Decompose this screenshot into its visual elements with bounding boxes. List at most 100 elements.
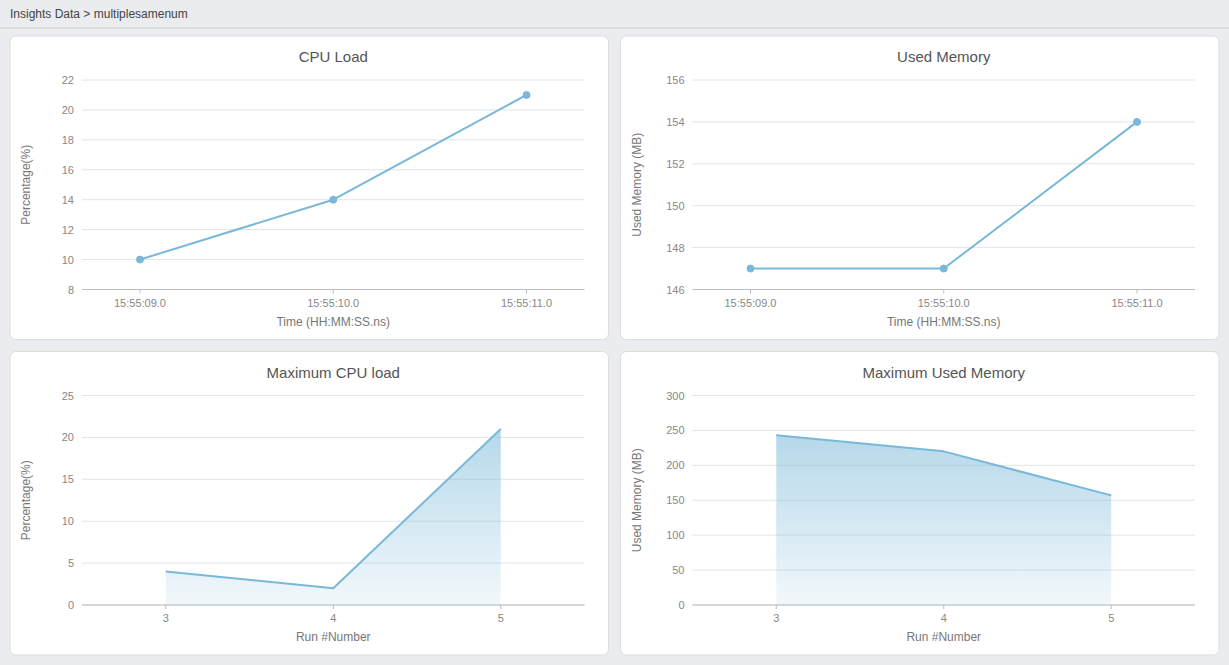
y-tick-label: 200 — [666, 459, 684, 471]
area-fill — [776, 435, 1111, 605]
panel-background — [621, 36, 1220, 340]
y-tick-label: 0 — [68, 599, 74, 611]
y-tick-label: 150 — [666, 494, 684, 506]
y-tick-label: 25 — [62, 390, 74, 402]
panel: Maximum Used Memory050100150200250300345… — [621, 352, 1220, 656]
x-tick-label: 15:55:10.0 — [307, 297, 359, 309]
panel: CPU Load 8 10 12 14 16 18 20 22 15:55:09.0 15:55:1… — [10, 36, 609, 340]
chart-root: Insights Data > multiplesamenum CPU Load 8… — [0, 0, 1229, 665]
x-tick — [333, 290, 334, 294]
x-tick-label: 5 — [1108, 612, 1114, 624]
x-axis-label: Run #Number — [296, 630, 371, 644]
chart-title: CPU Load — [299, 48, 368, 65]
y-tick-label: 148 — [666, 242, 684, 254]
y-tick-label: 300 — [666, 390, 684, 402]
panel-background — [621, 352, 1220, 656]
y-tick-label: 15 — [62, 473, 74, 485]
y-tick-label: 12 — [62, 224, 74, 236]
y-tick-label: 22 — [62, 74, 74, 86]
grid-line — [82, 109, 585, 110]
x-tick-label: 15:55:09.0 — [114, 297, 166, 309]
x-tick — [139, 290, 140, 294]
plot-area — [776, 435, 1111, 605]
plot-area — [166, 429, 501, 605]
data-point — [940, 265, 947, 272]
x-tick-label: 5 — [498, 612, 504, 624]
grid-line — [82, 229, 585, 230]
x-tick-label: 3 — [163, 612, 169, 624]
y-axis-label: Percentage(%) — [19, 145, 33, 225]
y-tick-label: 152 — [666, 158, 684, 170]
data-point — [330, 196, 337, 203]
x-tick — [776, 605, 777, 609]
grid-line — [82, 169, 585, 170]
grid-line — [82, 80, 585, 81]
panel-background — [10, 352, 609, 656]
plot-area — [136, 91, 530, 263]
x-tick — [943, 605, 944, 609]
x-tick — [750, 290, 751, 294]
x-tick — [333, 605, 334, 609]
grid-line — [693, 121, 1196, 122]
plot-area — [747, 118, 1141, 272]
y-tick-label: 10 — [62, 515, 74, 527]
y-axis-label: Used Memory (MB) — [630, 133, 644, 237]
data-line — [166, 429, 501, 588]
x-tick — [526, 290, 527, 294]
grid-line — [693, 80, 1196, 81]
area-fill — [166, 429, 501, 605]
y-tick-label: 146 — [666, 284, 684, 296]
data-point — [1134, 118, 1141, 125]
y-tick-label: 154 — [666, 116, 684, 128]
x-tick — [500, 605, 501, 609]
grid-line — [693, 205, 1196, 206]
chart-title: Maximum Used Memory — [862, 364, 1025, 381]
x-tick-label: 3 — [773, 612, 779, 624]
grid-line — [693, 163, 1196, 164]
x-tick-label: 15:55:11.0 — [1111, 297, 1162, 309]
data-line — [140, 95, 527, 260]
y-tick-label: 8 — [68, 284, 74, 296]
data-point — [747, 265, 754, 272]
chart-title: Maximum CPU load — [267, 364, 400, 381]
x-tick-label: 4 — [941, 612, 947, 624]
x-tick — [943, 290, 944, 294]
x-axis-label: Run #Number — [906, 630, 981, 644]
panel: Maximum CPU load 0 5 10 15 20 25 3 4 5 Run #Number… — [10, 352, 609, 656]
x-axis-label: Time (HH:MM:SS.ns) — [887, 315, 1001, 329]
grid-line — [693, 395, 1196, 396]
grid-line — [693, 247, 1196, 248]
y-axis-label: Used Memory (MB) — [630, 448, 644, 552]
y-tick-label: 50 — [672, 564, 684, 576]
x-axis-label: Time (HH:MM:SS.ns) — [276, 315, 390, 329]
grid-line — [82, 395, 585, 396]
x-tick-label: 15:55:10.0 — [918, 297, 970, 309]
grid-line — [82, 563, 585, 564]
panel: Used Memory14614815015215415615:55:09.01… — [621, 36, 1220, 340]
y-tick-label: 20 — [62, 431, 74, 443]
y-tick-label: 18 — [62, 134, 74, 146]
data-point — [136, 256, 143, 263]
grid-line — [82, 521, 585, 522]
y-tick-label: 5 — [68, 557, 74, 569]
y-tick-label: 20 — [62, 104, 74, 116]
y-tick-label: 16 — [62, 164, 74, 176]
x-tick — [1137, 290, 1138, 294]
grid-line — [693, 430, 1196, 431]
x-tick-label: 15:55:11.0 — [501, 297, 552, 309]
chart-title: Used Memory — [897, 48, 991, 65]
header-separator — [0, 28, 1229, 29]
y-tick-label: 150 — [666, 200, 684, 212]
header-text: Insights Data > multiplesamenum — [10, 7, 188, 21]
y-tick-label: 100 — [666, 529, 684, 541]
data-line — [776, 435, 1111, 495]
y-axis-label: Percentage(%) — [19, 460, 33, 540]
grid-line — [82, 479, 585, 480]
x-tick-label: 4 — [330, 612, 336, 624]
y-tick-label: 10 — [62, 254, 74, 266]
panel-background — [10, 36, 609, 340]
x-tick-label: 15:55:09.0 — [724, 297, 776, 309]
y-tick-label: 14 — [62, 194, 74, 206]
x-tick — [1111, 605, 1112, 609]
data-line — [750, 122, 1137, 269]
